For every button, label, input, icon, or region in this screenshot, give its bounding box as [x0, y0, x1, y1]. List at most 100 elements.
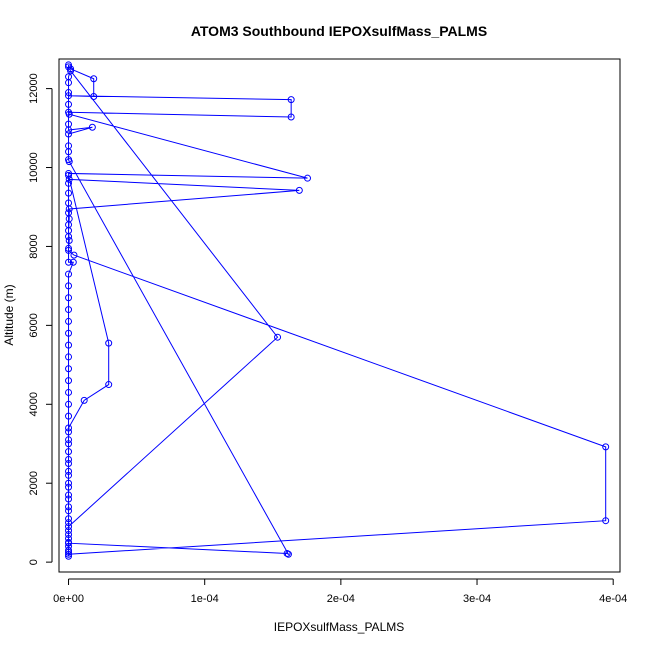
- data-point: [65, 534, 73, 542]
- data-point: [65, 519, 73, 527]
- data-point: [65, 546, 73, 554]
- y-axis-label: Altitude (m): [2, 284, 16, 345]
- data-point: [274, 333, 282, 341]
- data-point: [65, 459, 73, 467]
- data-point: [65, 495, 73, 503]
- data-point: [65, 483, 73, 491]
- data-point: [65, 548, 73, 556]
- data-point: [65, 63, 73, 71]
- data-point: [602, 443, 610, 451]
- x-tick-label: 1e-04: [191, 593, 219, 605]
- data-point: [65, 179, 73, 187]
- data-point: [65, 258, 73, 266]
- data-point: [65, 79, 73, 87]
- data-point: [65, 412, 73, 420]
- data-point: [65, 233, 73, 241]
- data-point: [65, 189, 73, 197]
- data-point: [65, 400, 73, 408]
- data-point: [80, 396, 88, 404]
- data-point: [65, 424, 73, 432]
- data-point: [65, 158, 73, 166]
- data-point: [69, 258, 77, 266]
- y-tick-label: 4000: [28, 392, 40, 416]
- x-tick-label: 3e-04: [463, 593, 491, 605]
- data-point: [65, 539, 73, 547]
- data-point: [65, 237, 73, 245]
- series-layer: [65, 61, 610, 560]
- data-point: [65, 92, 73, 100]
- data-point: [65, 282, 73, 290]
- data-point: [65, 523, 73, 531]
- x-axis: 0e+00 1e-04 2e-04 3e-04 4e-04: [53, 578, 627, 605]
- data-point: [65, 246, 73, 254]
- data-point: [90, 92, 98, 100]
- y-tick-label: 0: [28, 559, 40, 565]
- data-point: [65, 100, 73, 108]
- data-point: [287, 113, 295, 121]
- data-point: [65, 428, 73, 436]
- data-point: [65, 550, 73, 558]
- data-point: [65, 317, 73, 325]
- x-tick-label: 4e-04: [599, 593, 627, 605]
- data-point: [65, 507, 73, 515]
- data-point: [295, 186, 303, 194]
- data-point: [65, 89, 73, 97]
- data-point: [65, 341, 73, 349]
- data-point: [67, 65, 75, 73]
- data-point: [65, 436, 73, 444]
- x-tick-label: 0e+00: [53, 593, 84, 605]
- data-point: [65, 440, 73, 448]
- x-tick-label: 2e-04: [327, 593, 355, 605]
- y-axis: 0 2000 4000 6000 8000 10000 12000: [28, 73, 53, 565]
- data-point: [304, 174, 312, 182]
- data-point: [65, 175, 73, 183]
- data-point: [65, 110, 73, 118]
- y-tick-label: 10000: [28, 152, 40, 183]
- data-point: [105, 339, 113, 347]
- chart-title: ATOM3 Southbound IEPOXsulfMass_PALMS: [191, 23, 487, 39]
- data-point: [65, 353, 73, 361]
- data-point: [65, 148, 73, 156]
- data-point: [65, 448, 73, 456]
- data-point: [90, 75, 98, 83]
- data-point: [65, 221, 73, 229]
- data-point: [65, 531, 73, 539]
- data-point: [283, 549, 291, 557]
- data-point: [287, 96, 295, 104]
- y-tick-label: 8000: [28, 234, 40, 258]
- data-point: [65, 471, 73, 479]
- data-point: [65, 61, 73, 69]
- data-point: [65, 377, 73, 385]
- data-point: [65, 388, 73, 396]
- data-point: [65, 503, 73, 511]
- data-point: [65, 365, 73, 373]
- data-point: [70, 251, 78, 259]
- data-point: [65, 130, 73, 138]
- y-tick-label: 12000: [28, 73, 40, 104]
- data-point: [65, 171, 73, 179]
- data-point: [65, 467, 73, 475]
- data-point: [65, 199, 73, 207]
- data-point: [67, 67, 75, 75]
- data-point: [88, 123, 96, 131]
- series-line: [67, 64, 607, 557]
- data-point: [65, 527, 73, 535]
- data-point: [602, 517, 610, 525]
- y-tick-label: 2000: [28, 471, 40, 495]
- data-point: [65, 294, 73, 302]
- data-point: [284, 550, 292, 558]
- data-point: [65, 209, 73, 217]
- data-point: [65, 491, 73, 499]
- data-point: [65, 126, 73, 134]
- data-point: [65, 270, 73, 278]
- data-point: [65, 515, 73, 523]
- data-point: [105, 381, 113, 389]
- data-point: [65, 306, 73, 314]
- x-axis-label: IEPOXsulfMass_PALMS: [274, 620, 405, 634]
- y-tick-label: 6000: [28, 313, 40, 337]
- data-point: [65, 244, 73, 252]
- data-point: [65, 329, 73, 337]
- plot-frame: [58, 58, 621, 573]
